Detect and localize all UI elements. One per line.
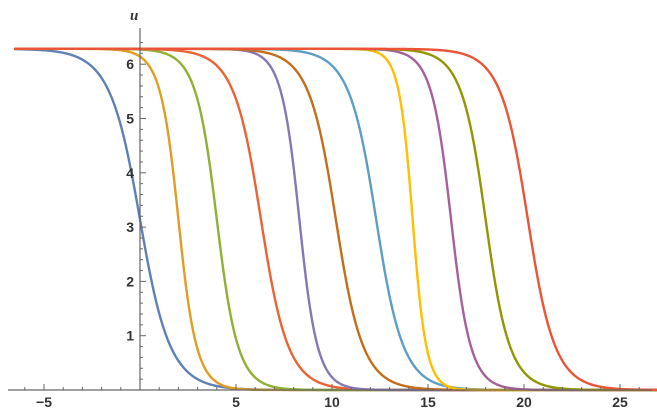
axes-layer: [8, 28, 652, 391]
x-tick-label: −5: [36, 394, 52, 410]
x-tick-label: 25: [612, 394, 628, 410]
y-tick-label: 1: [126, 328, 134, 344]
y-tick-label: 2: [126, 273, 134, 289]
y-tick-label: 6: [126, 56, 134, 72]
ticks-layer: −5 5 10 15 20 25 1 2 3 4 5 6: [24, 41, 640, 410]
x-tick-label: 5: [232, 394, 240, 410]
x-tick-label: 20: [516, 394, 532, 410]
y-tick-label: 4: [126, 165, 134, 181]
y-tick-label: 5: [126, 111, 134, 127]
y-axis-label: u: [130, 8, 138, 24]
y-tick-label: 3: [126, 219, 134, 235]
x-tick-label: 15: [420, 394, 436, 410]
x-tick-label: 10: [324, 394, 340, 410]
series-line-11: [14, 47, 657, 392]
series-layer: [14, 47, 657, 392]
labels-layer: u: [130, 8, 138, 24]
